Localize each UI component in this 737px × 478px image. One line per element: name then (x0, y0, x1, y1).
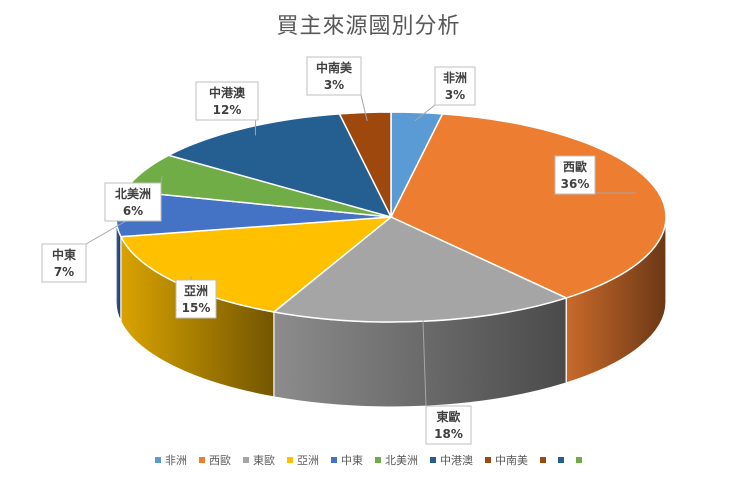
slice-4 (119, 216, 394, 313)
data-label-category: 中南美 (316, 60, 353, 75)
data-label-4: 亞洲 15% (175, 276, 217, 319)
data-label-category: 西歐 (563, 159, 587, 174)
data-label-3: 東歐 18% (422, 312, 472, 445)
legend-swatch (540, 457, 546, 463)
data-label-8: 中南美 3% (306, 56, 368, 121)
data-label-7: 中港澳 12% (195, 81, 259, 136)
legend-item-empty (558, 452, 564, 468)
legend-swatch (375, 457, 381, 463)
data-label-value: 3% (445, 88, 465, 102)
data-label-value: 6% (123, 204, 143, 218)
data-label-value: 36% (561, 177, 590, 191)
data-label-category: 北美洲 (115, 186, 151, 201)
legend-item: 中南美 (485, 452, 528, 468)
legend-label: 非洲 (165, 454, 187, 467)
data-label-2: 西歐 36% (554, 155, 637, 195)
legend-swatch (243, 457, 249, 463)
legend-label: 北美洲 (385, 454, 418, 467)
legend-item: 東歐 (243, 452, 275, 468)
legend-swatch (485, 457, 491, 463)
legend: 非洲 西歐 東歐 亞洲 中東 北美洲 中港澳 中南美 (0, 452, 737, 468)
data-label-value: 18% (434, 427, 463, 441)
data-label-category: 非洲 (443, 70, 467, 85)
data-label-category: 中港澳 (209, 85, 246, 100)
legend-swatch (287, 457, 293, 463)
data-label-5: 中東 7% (41, 213, 139, 283)
data-label-value: 3% (324, 78, 344, 92)
slice-2 (389, 113, 667, 299)
data-label-1: 非洲 3% (414, 66, 476, 122)
legend-label: 中南美 (495, 454, 528, 467)
legend-label: 中東 (341, 454, 363, 467)
data-label-value: 15% (182, 301, 211, 315)
data-label-category: 東歐 (436, 409, 460, 424)
legend-item: 亞洲 (287, 452, 319, 468)
legend-swatch (558, 457, 564, 463)
data-label-value: 12% (213, 103, 242, 117)
legend-item-empty (576, 452, 582, 468)
data-label-value: 7% (54, 265, 74, 279)
legend-item: 中港澳 (430, 452, 473, 468)
data-label-category: 中東 (52, 247, 76, 262)
legend-swatch (576, 457, 582, 463)
legend-item: 北美洲 (375, 452, 418, 468)
legend-label: 東歐 (253, 454, 275, 467)
slice-7 (166, 113, 393, 219)
legend-swatch (430, 457, 436, 463)
slice-3 (272, 216, 569, 323)
legend-label: 亞洲 (297, 454, 319, 467)
chart-title: 買主來源國別分析 (276, 14, 461, 39)
legend-item: 西歐 (199, 452, 231, 468)
legend-item: 中東 (331, 452, 363, 468)
legend-swatch (199, 457, 205, 463)
legend-label: 中港澳 (440, 454, 473, 467)
legend-item: 非洲 (155, 452, 187, 468)
legend-swatch (331, 457, 337, 463)
data-label-category: 亞洲 (184, 284, 208, 298)
legend-label: 西歐 (209, 454, 231, 467)
data-label-6: 北美洲 6% (104, 175, 163, 222)
legend-item-empty (540, 452, 546, 468)
legend-swatch (155, 457, 161, 463)
